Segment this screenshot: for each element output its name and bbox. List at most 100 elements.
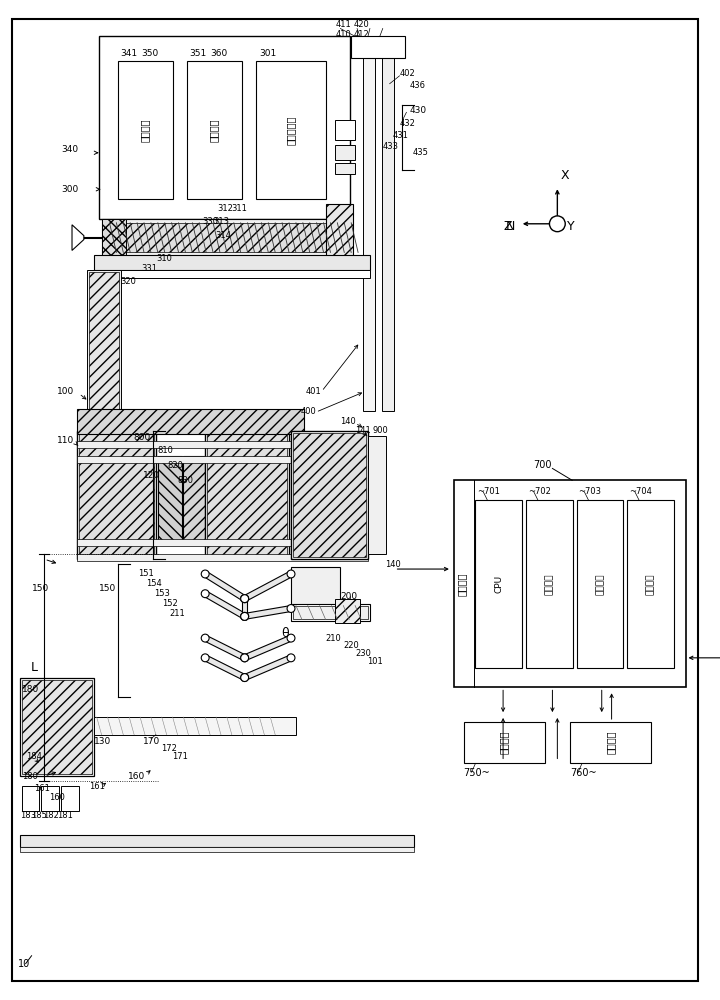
- Text: 141: 141: [355, 426, 371, 435]
- Text: ~704: ~704: [629, 487, 652, 496]
- Bar: [291, 604, 370, 621]
- Text: Y: Y: [567, 220, 575, 233]
- Circle shape: [240, 654, 248, 662]
- Polygon shape: [204, 591, 246, 619]
- Text: 431: 431: [392, 131, 408, 140]
- Text: 170: 170: [143, 737, 161, 746]
- Bar: [77, 539, 368, 546]
- Text: 130: 130: [94, 737, 111, 746]
- Circle shape: [287, 570, 295, 578]
- Circle shape: [240, 595, 248, 603]
- Text: 151: 151: [138, 569, 154, 578]
- Text: 410: 410: [336, 30, 351, 39]
- Text: 830: 830: [178, 476, 194, 485]
- Text: 330: 330: [202, 217, 218, 226]
- Text: 输出接口: 输出接口: [646, 573, 655, 595]
- Bar: [77, 431, 156, 559]
- Text: 412: 412: [353, 30, 369, 39]
- Polygon shape: [204, 635, 246, 660]
- Text: 140: 140: [384, 560, 400, 569]
- Text: ~702: ~702: [528, 487, 551, 496]
- Bar: [89, 272, 120, 431]
- Bar: [19, 678, 94, 776]
- Text: 172: 172: [161, 744, 176, 753]
- Bar: [325, 204, 353, 271]
- Text: 181: 181: [57, 811, 73, 820]
- Text: L: L: [31, 661, 38, 674]
- Text: N: N: [506, 220, 516, 233]
- Circle shape: [240, 674, 248, 682]
- Circle shape: [240, 595, 248, 603]
- Bar: [118, 61, 173, 199]
- Text: 150: 150: [32, 584, 49, 593]
- Bar: [291, 567, 341, 609]
- Bar: [475, 500, 522, 668]
- Bar: [61, 786, 79, 811]
- Text: 180: 180: [22, 685, 39, 694]
- Bar: [94, 270, 370, 278]
- Text: ~701: ~701: [477, 487, 500, 496]
- Circle shape: [287, 605, 295, 612]
- Circle shape: [201, 590, 209, 598]
- Circle shape: [201, 654, 209, 662]
- Circle shape: [240, 612, 248, 620]
- Text: 351: 351: [189, 49, 207, 58]
- Bar: [19, 847, 414, 852]
- Text: 存储介质: 存储介质: [545, 573, 554, 595]
- Text: 311: 311: [231, 204, 247, 213]
- Text: 900: 900: [373, 426, 389, 435]
- Bar: [42, 786, 59, 811]
- Text: 183: 183: [19, 811, 36, 820]
- Text: 810: 810: [158, 446, 174, 455]
- Text: 312: 312: [217, 204, 233, 213]
- Bar: [207, 433, 287, 557]
- Bar: [99, 36, 350, 219]
- Bar: [104, 223, 348, 252]
- Text: 420: 420: [353, 20, 369, 29]
- Text: 433: 433: [383, 142, 399, 151]
- Text: 700: 700: [533, 460, 552, 470]
- Bar: [77, 441, 368, 448]
- Bar: [454, 480, 685, 687]
- Bar: [22, 680, 91, 774]
- Circle shape: [287, 634, 295, 642]
- Bar: [363, 36, 375, 411]
- Bar: [79, 433, 154, 557]
- Text: 436: 436: [410, 81, 426, 90]
- Polygon shape: [243, 655, 292, 680]
- Bar: [22, 786, 40, 811]
- Polygon shape: [204, 655, 246, 680]
- Text: Z: Z: [503, 220, 512, 233]
- Text: ~703: ~703: [579, 487, 601, 496]
- Text: 310: 310: [156, 254, 172, 263]
- Bar: [94, 717, 296, 735]
- Text: 输入接口: 输入接口: [595, 573, 604, 595]
- Bar: [77, 456, 368, 463]
- Text: 402: 402: [400, 69, 415, 78]
- Text: 301: 301: [259, 49, 276, 58]
- Text: 控制装置: 控制装置: [456, 572, 467, 596]
- Bar: [526, 500, 572, 668]
- Bar: [627, 500, 674, 668]
- Text: 185: 185: [32, 811, 48, 820]
- Bar: [187, 61, 242, 199]
- Text: 压力检测器: 压力检测器: [286, 115, 296, 145]
- Text: 110: 110: [57, 436, 74, 445]
- Circle shape: [240, 674, 248, 682]
- Bar: [464, 722, 544, 763]
- Bar: [256, 61, 325, 199]
- Bar: [336, 599, 360, 623]
- Text: 160: 160: [128, 772, 145, 781]
- Text: 435: 435: [413, 148, 428, 157]
- Bar: [291, 431, 368, 559]
- Text: 313: 313: [213, 217, 229, 226]
- Text: 140: 140: [341, 417, 356, 426]
- Text: 161: 161: [89, 782, 104, 791]
- Bar: [368, 436, 386, 554]
- Bar: [184, 456, 205, 544]
- Bar: [87, 270, 122, 433]
- Text: 230: 230: [355, 649, 371, 658]
- Text: 153: 153: [154, 589, 170, 598]
- Bar: [102, 219, 126, 256]
- Bar: [336, 120, 355, 140]
